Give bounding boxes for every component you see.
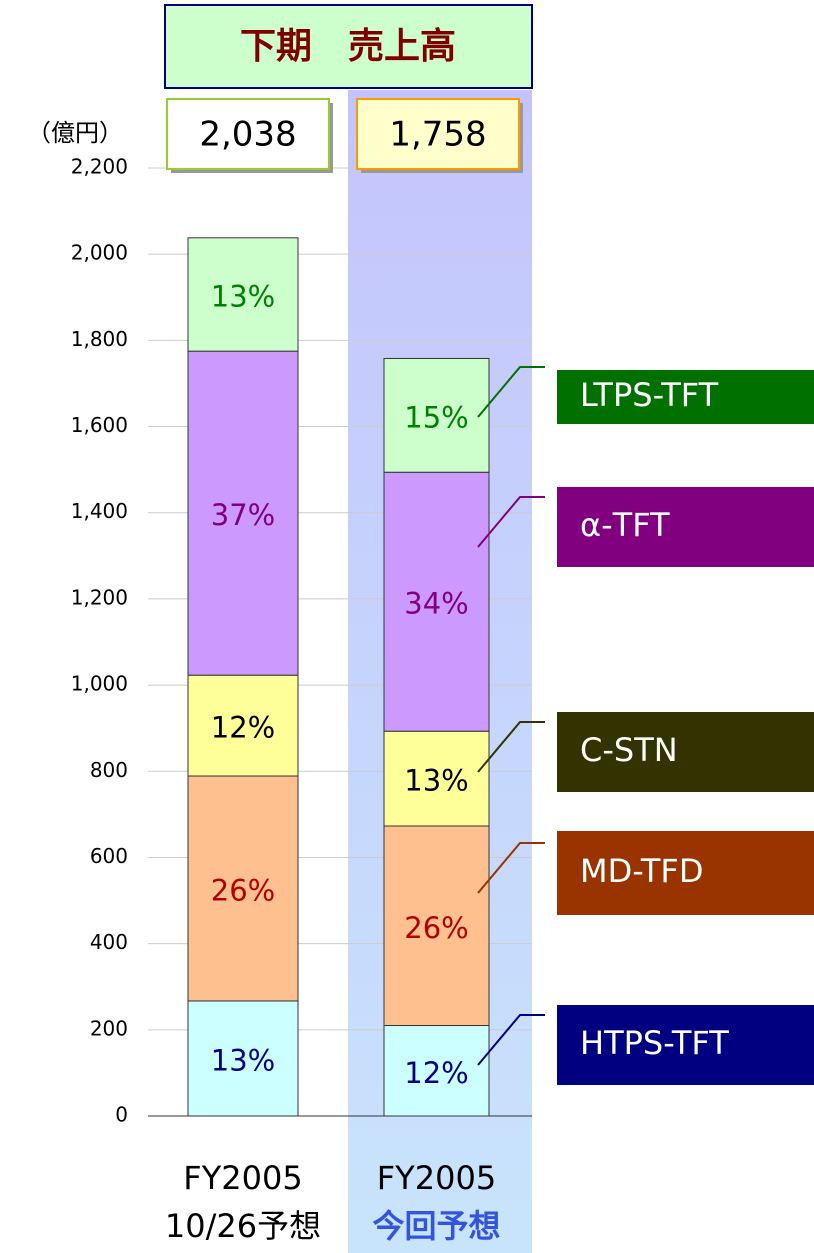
total-box xyxy=(166,98,330,170)
legend-box xyxy=(557,831,814,915)
legend-label: HTPS-TFT xyxy=(580,1024,729,1062)
legend-connector xyxy=(477,496,545,548)
bar-segment xyxy=(383,825,490,1027)
legend-label: C-STN xyxy=(580,731,678,769)
x-tick-label: 今回予想 xyxy=(372,1207,500,1245)
legend-connector xyxy=(477,1014,545,1066)
legend-label: LTPS-TFT xyxy=(580,376,719,414)
segment-label: 15% xyxy=(404,400,468,434)
bar-segment xyxy=(187,1000,299,1117)
bar-segment xyxy=(383,730,490,827)
legend-connector xyxy=(477,842,545,894)
segment-label: 34% xyxy=(404,587,468,621)
total-label: 2,038 xyxy=(199,115,296,155)
bar-segment xyxy=(187,237,299,352)
chart-title: 下期 売上高 xyxy=(240,26,456,67)
legend-label: MD-TFD xyxy=(580,852,703,890)
y-tick-label: 2,000 xyxy=(71,241,128,265)
legend-box xyxy=(557,1005,814,1085)
legend-connector xyxy=(477,366,545,418)
segment-label: 26% xyxy=(404,911,468,945)
total-label: 1,758 xyxy=(389,115,486,155)
y-tick-label: 200 xyxy=(90,1016,128,1040)
bar-segment xyxy=(383,357,490,473)
y-tick-label: 400 xyxy=(90,930,128,954)
segment-label: 12% xyxy=(404,1056,468,1090)
y-tick-label: 800 xyxy=(90,758,128,782)
segment-label: 37% xyxy=(211,498,275,532)
legend-connector xyxy=(477,721,545,773)
y-tick-label: 600 xyxy=(90,844,128,868)
bar-segment xyxy=(187,350,299,676)
segment-label: 26% xyxy=(211,873,275,907)
y-tick-label: 2,200 xyxy=(71,155,128,179)
bar-segment xyxy=(187,674,299,777)
y-tick-label: 1,600 xyxy=(71,413,128,437)
legend-label: α-TFT xyxy=(580,506,670,544)
total-box xyxy=(356,98,520,170)
x-tick-label: FY2005 xyxy=(183,1159,302,1197)
y-tick-label: 1,000 xyxy=(71,672,128,696)
bar-segment xyxy=(383,471,490,732)
legend-box xyxy=(557,712,814,792)
x-tick-label: FY2005 xyxy=(377,1159,496,1197)
bar-segment xyxy=(383,1025,490,1117)
y-tick-label: 0 xyxy=(115,1103,128,1127)
y-tick-label: 1,800 xyxy=(71,327,128,351)
title-box xyxy=(164,4,533,89)
x-tick-label: 10/26予想 xyxy=(165,1207,321,1245)
legend-box xyxy=(557,370,814,424)
y-tick-label: 1,200 xyxy=(71,585,128,609)
segment-label: 13% xyxy=(211,1043,275,1077)
segment-label: 13% xyxy=(404,764,468,798)
bar-segment xyxy=(187,775,299,1002)
unit-label: （億円） xyxy=(27,119,123,147)
segment-label: 13% xyxy=(211,279,275,313)
y-tick-label: 1,400 xyxy=(71,499,128,523)
segment-label: 12% xyxy=(211,711,275,745)
legend-box xyxy=(557,487,814,567)
